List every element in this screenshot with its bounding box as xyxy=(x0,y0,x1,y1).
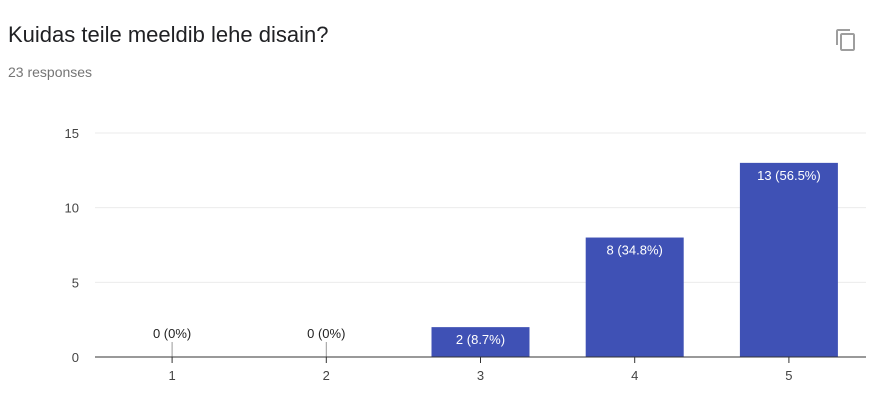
data-label: 0 (0%) xyxy=(307,326,345,341)
y-tick-label: 5 xyxy=(72,275,79,290)
x-tick-label: 2 xyxy=(323,368,330,383)
x-tick-label: 1 xyxy=(168,368,175,383)
x-tick-label: 5 xyxy=(785,368,792,383)
question-title: Kuidas teile meeldib lehe disain? xyxy=(8,22,329,47)
data-label: 2 (8.7%) xyxy=(456,332,505,347)
copy-icon xyxy=(836,29,855,51)
y-tick-label: 15 xyxy=(65,126,79,141)
response-count: 23 responses xyxy=(8,64,93,80)
data-label: 0 (0%) xyxy=(153,326,191,341)
y-tick-label: 10 xyxy=(65,201,79,216)
x-tick-label: 3 xyxy=(477,368,484,383)
bar xyxy=(585,237,684,357)
bar xyxy=(431,327,530,357)
y-tick-label: 0 xyxy=(72,350,79,365)
copy-chart-button[interactable] xyxy=(830,24,862,56)
bar xyxy=(739,162,838,357)
x-tick-label: 4 xyxy=(631,368,638,383)
data-label: 13 (56.5%) xyxy=(757,168,821,183)
data-label: 8 (34.8%) xyxy=(607,243,663,258)
